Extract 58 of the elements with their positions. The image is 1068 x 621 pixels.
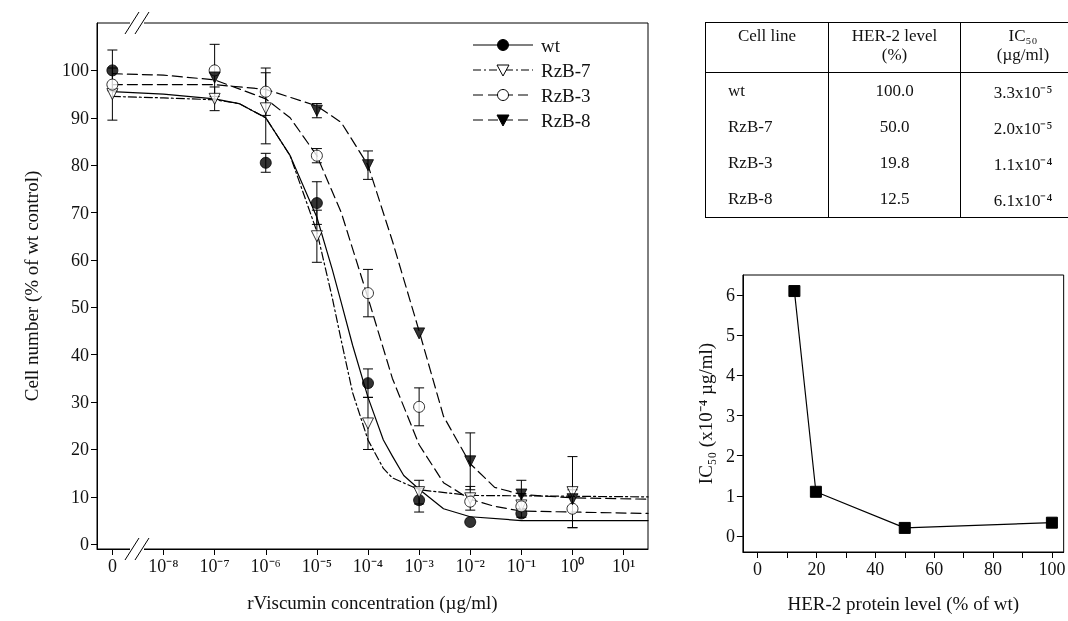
- y-axis-title: IC₅₀ (x10⁻⁴ µg/ml): [695, 342, 717, 485]
- x-tick-label: 10⁻⁶: [250, 556, 281, 576]
- text: HER-2 level (%): [828, 22, 961, 73]
- x-tick-label: 10⁻⁷: [199, 556, 230, 576]
- y-tick-label: 10: [71, 486, 89, 507]
- legend-label: RzB-3: [541, 84, 591, 106]
- data-label: 3.3x10⁻⁵: [960, 72, 1068, 110]
- category-label: wt: [705, 72, 829, 110]
- y-tick-label: 3: [725, 405, 735, 426]
- x-tick-label: 0: [107, 556, 117, 576]
- y-tick-label: 1: [725, 485, 735, 506]
- data-label: 6.1x10⁻⁴: [960, 181, 1068, 218]
- x-tick-label: 20: [807, 559, 826, 579]
- x-tick-label: 10⁰: [560, 556, 585, 576]
- category-label: RzB-8: [705, 181, 829, 218]
- y-tick-label: 70: [71, 202, 89, 223]
- y-tick-label: 50: [71, 297, 89, 318]
- data-label: 1.1x10⁻⁴: [960, 145, 1068, 182]
- y-tick-label: 0: [80, 534, 89, 555]
- x-tick-label: 80: [984, 559, 1003, 579]
- data-label: 12.5: [828, 181, 961, 218]
- y-tick-label: 100: [62, 60, 89, 81]
- legend-label: wt: [541, 34, 561, 56]
- y-tick-label: 2: [725, 445, 735, 466]
- y-tick-label: 20: [71, 439, 89, 460]
- y-tick-label: 0: [725, 525, 735, 546]
- y-tick-label: 30: [71, 392, 89, 413]
- x-tick-label: 40: [866, 559, 885, 579]
- y-tick-label: 5: [725, 325, 735, 346]
- text: IC₅₀ (µg/ml): [960, 22, 1068, 73]
- data-label: 2.0x10⁻⁵: [960, 109, 1068, 146]
- x-tick-label: 100: [1038, 559, 1066, 579]
- category-label: RzB-3: [705, 145, 829, 182]
- x-tick-label: 10⁻¹: [506, 556, 537, 576]
- x-tick-label: 0: [753, 559, 763, 579]
- text: Cell line: [705, 22, 829, 73]
- y-tick-label: 80: [71, 155, 89, 176]
- y-tick-label: 90: [71, 107, 89, 128]
- data-label: 100.0: [828, 72, 961, 110]
- legend-label: RzB-8: [541, 109, 591, 131]
- x-tick-label: 10⁻⁵: [301, 556, 333, 576]
- y-tick-label: 40: [71, 344, 89, 365]
- y-tick-label: 4: [725, 365, 735, 386]
- x-tick-label: 60: [925, 559, 944, 579]
- data-label: 50.0: [828, 109, 961, 146]
- category-label: RzB-7: [705, 109, 829, 146]
- y-tick-label: 60: [71, 249, 89, 270]
- y-axis-title: Cell number (% of wt control): [21, 170, 43, 402]
- x-axis-title: rViscumin concentration (µg/ml): [247, 592, 498, 614]
- x-tick-label: 10⁻⁸: [148, 556, 179, 576]
- x-tick-label: 10⁻³: [404, 556, 435, 576]
- x-tick-label: 10⁻²: [455, 556, 485, 576]
- legend-label: RzB-7: [541, 59, 591, 81]
- x-tick-label: 10¹: [611, 556, 636, 576]
- y-tick-label: 6: [725, 285, 735, 306]
- x-axis-title: HER-2 protein level (% of wt): [787, 593, 1020, 615]
- x-tick-label: 10⁻⁴: [352, 556, 384, 576]
- data-label: 19.8: [828, 145, 961, 182]
